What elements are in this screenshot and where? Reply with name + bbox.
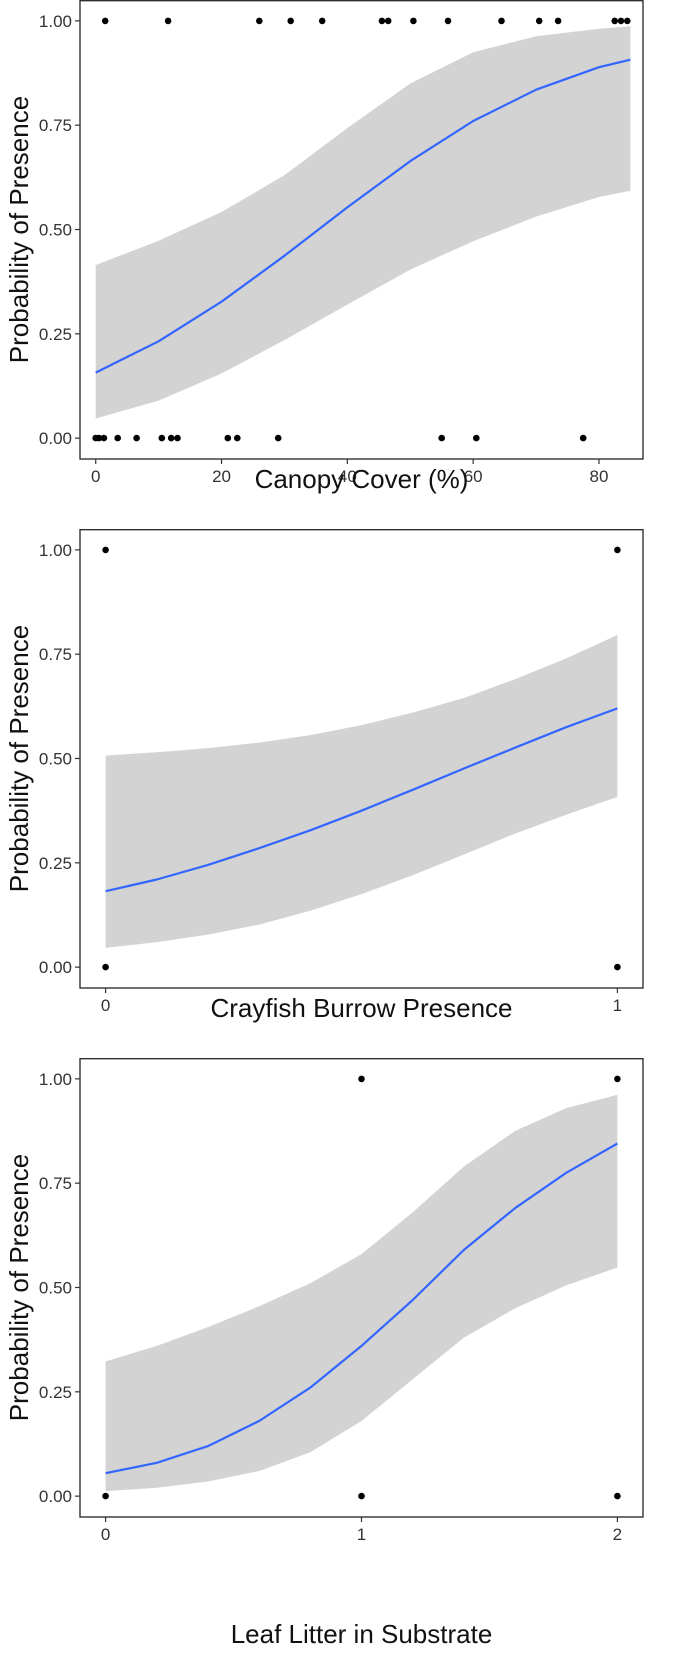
x-tick-label: 1 [357, 1525, 366, 1544]
panel-1: 0.00 0.25 0.50 0.75 1.00 0 20 40 60 80 Canopy Cove… [4, 0, 644, 494]
panel-2: 0.00 0.25 0.50 0.75 1.00 0 1 Crayfish Burrow Pr… [4, 529, 644, 1023]
observation-point [358, 1492, 365, 1500]
observation-point [101, 17, 109, 25]
observation-point [133, 434, 140, 442]
observation-point [614, 546, 621, 554]
confidence-band [95, 26, 631, 419]
observation-point [614, 1075, 621, 1083]
observation-point [410, 17, 417, 25]
y-tick-label: 0.00 [39, 1487, 72, 1506]
observation-point [114, 434, 121, 442]
confidence-band [105, 635, 618, 948]
observation-point [174, 434, 181, 442]
fitted-line [95, 58, 631, 374]
y-tick-label: 0.00 [39, 958, 72, 977]
observation-point [438, 434, 446, 442]
x-tick-label: 0 [91, 467, 100, 486]
observation-point [624, 17, 631, 25]
x-tick-label: 20 [212, 467, 231, 486]
y-tick-label: 0.25 [39, 1383, 72, 1402]
observation-point [611, 17, 618, 25]
observation-point [378, 17, 386, 25]
x-axis-title: Leaf Litter in Substrate [231, 1619, 493, 1649]
y-tick-label: 0.25 [39, 854, 72, 873]
x-tick-label: 0 [101, 1525, 110, 1544]
observation-point [255, 17, 263, 25]
y-tick-label: 1.00 [39, 541, 72, 560]
y-axis-title: Probability of Presence [4, 96, 34, 363]
observation-point [274, 434, 282, 442]
observation-point [614, 1492, 621, 1500]
observation-point [473, 434, 480, 442]
fitted-line [105, 1142, 618, 1475]
y-tick-label: 0.50 [39, 750, 72, 769]
y-axis-title: Probability of Presence [4, 1154, 34, 1421]
x-tick-label: 80 [590, 467, 609, 486]
y-tick-label: 0.50 [39, 1279, 72, 1298]
x-tick-label: 60 [464, 467, 483, 486]
observation-point [102, 963, 109, 971]
observation-point [164, 17, 172, 25]
y-tick-label: 0.00 [39, 429, 72, 448]
observation-point [95, 434, 103, 442]
x-tick-label: 0 [101, 996, 110, 1015]
observation-point [318, 17, 326, 25]
observation-point [102, 546, 109, 554]
y-tick-label: 1.00 [39, 1070, 72, 1089]
y-axis-title: Probability of Presence [4, 625, 34, 892]
observation-point [287, 17, 295, 25]
observation-point [614, 963, 621, 971]
observation-point [579, 434, 587, 442]
panel-3: 0.00 0.25 0.50 0.75 1.00 0 1 2 Leaf Litter in Su… [4, 1058, 644, 1649]
fitted-line [105, 707, 618, 893]
x-tick-label: 40 [338, 467, 357, 486]
observation-point [535, 17, 543, 25]
observation-point [554, 17, 562, 25]
observation-point [158, 434, 166, 442]
y-tick-label: 0.25 [39, 325, 72, 344]
observation-point [617, 17, 625, 25]
observation-point [224, 434, 232, 442]
y-tick-label: 0.75 [39, 116, 72, 135]
observation-point [100, 434, 108, 442]
x-tick-label: 1 [613, 996, 622, 1015]
observation-point [384, 17, 392, 25]
observation-point [167, 434, 175, 442]
y-tick-label: 0.75 [39, 1174, 72, 1193]
confidence-band [105, 1094, 618, 1492]
observation-point [444, 17, 452, 25]
y-tick-label: 0.50 [39, 221, 72, 240]
x-axis-title: Crayfish Burrow Presence [211, 993, 513, 1023]
observation-point [498, 17, 505, 25]
y-tick-label: 1.00 [39, 12, 72, 31]
observation-point [358, 1075, 365, 1083]
observation-point [234, 434, 241, 442]
x-axis-title: Canopy Cover (%) [255, 464, 469, 494]
observation-point [102, 1492, 109, 1500]
y-tick-label: 0.75 [39, 645, 72, 664]
x-tick-label: 2 [613, 1525, 622, 1544]
